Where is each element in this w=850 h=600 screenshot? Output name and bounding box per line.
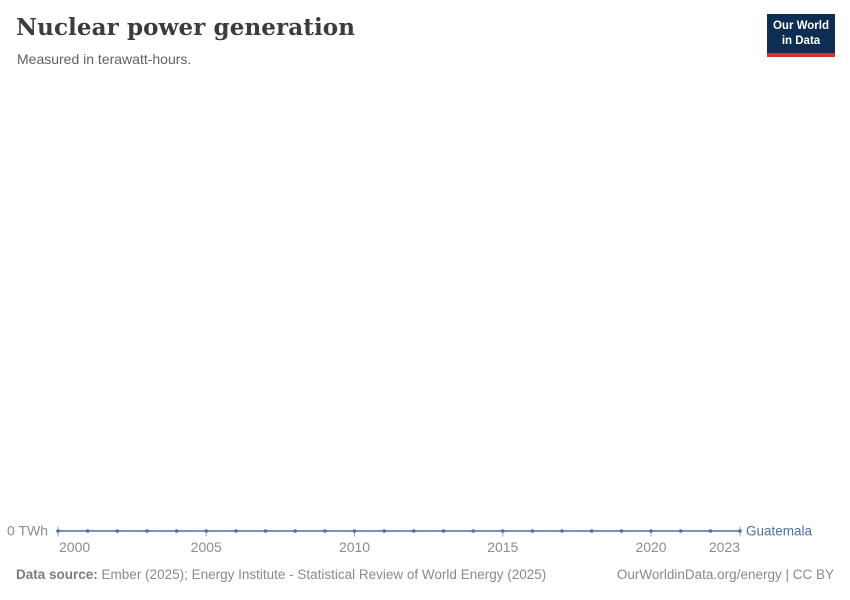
data-point[interactable]: [589, 529, 594, 533]
data-point[interactable]: [174, 529, 179, 533]
data-source-text: Ember (2025); Energy Institute - Statist…: [101, 567, 547, 582]
data-source-label: Data source:: [16, 567, 98, 582]
owid-logo-line2: in Data: [781, 34, 821, 47]
data-point[interactable]: [263, 529, 268, 533]
data-point[interactable]: [382, 529, 386, 533]
data-point[interactable]: [115, 529, 120, 533]
data-point[interactable]: [145, 529, 149, 533]
y-axis-tick-label: 0 TWh: [7, 523, 48, 539]
x-axis-tick-label: 2010: [339, 539, 370, 555]
chart-footer: Data source: Ember (2025); Energy Instit…: [16, 567, 834, 582]
data-point[interactable]: [530, 529, 535, 533]
data-point[interactable]: [560, 529, 564, 533]
data-point[interactable]: [678, 529, 683, 533]
x-axis-tick-label: 2023: [709, 539, 740, 555]
x-axis-tick-label: 2005: [191, 539, 222, 555]
owid-logo[interactable]: Our World in Data: [767, 14, 835, 57]
x-axis-tick-label: 2000: [59, 539, 90, 555]
data-point[interactable]: [412, 529, 416, 533]
data-source-note: Data source: Ember (2025); Energy Instit…: [16, 567, 546, 582]
page-title: Nuclear power generation: [16, 14, 356, 41]
owid-logo-line1: Our World: [772, 20, 829, 32]
data-point[interactable]: [649, 529, 653, 533]
license-note[interactable]: OurWorldinData.org/energy | CC BY: [616, 567, 834, 582]
chart-subtitle: Measured in terawatt-hours.: [17, 51, 192, 67]
data-point[interactable]: [293, 529, 298, 533]
x-axis-tick-label: 2020: [635, 539, 666, 555]
data-point[interactable]: [204, 529, 209, 533]
x-axis-tick-label: 2015: [487, 539, 518, 555]
data-point[interactable]: [738, 529, 742, 533]
data-point[interactable]: [441, 529, 446, 533]
data-point[interactable]: [56, 529, 60, 533]
data-point[interactable]: [352, 529, 357, 533]
data-point[interactable]: [234, 529, 238, 533]
data-point[interactable]: [471, 529, 475, 533]
data-point[interactable]: [323, 529, 327, 533]
entity-label[interactable]: Guatemala: [746, 524, 813, 539]
data-point[interactable]: [500, 529, 505, 533]
data-point[interactable]: [85, 529, 90, 533]
data-point[interactable]: [708, 529, 713, 533]
data-point[interactable]: [619, 529, 624, 533]
